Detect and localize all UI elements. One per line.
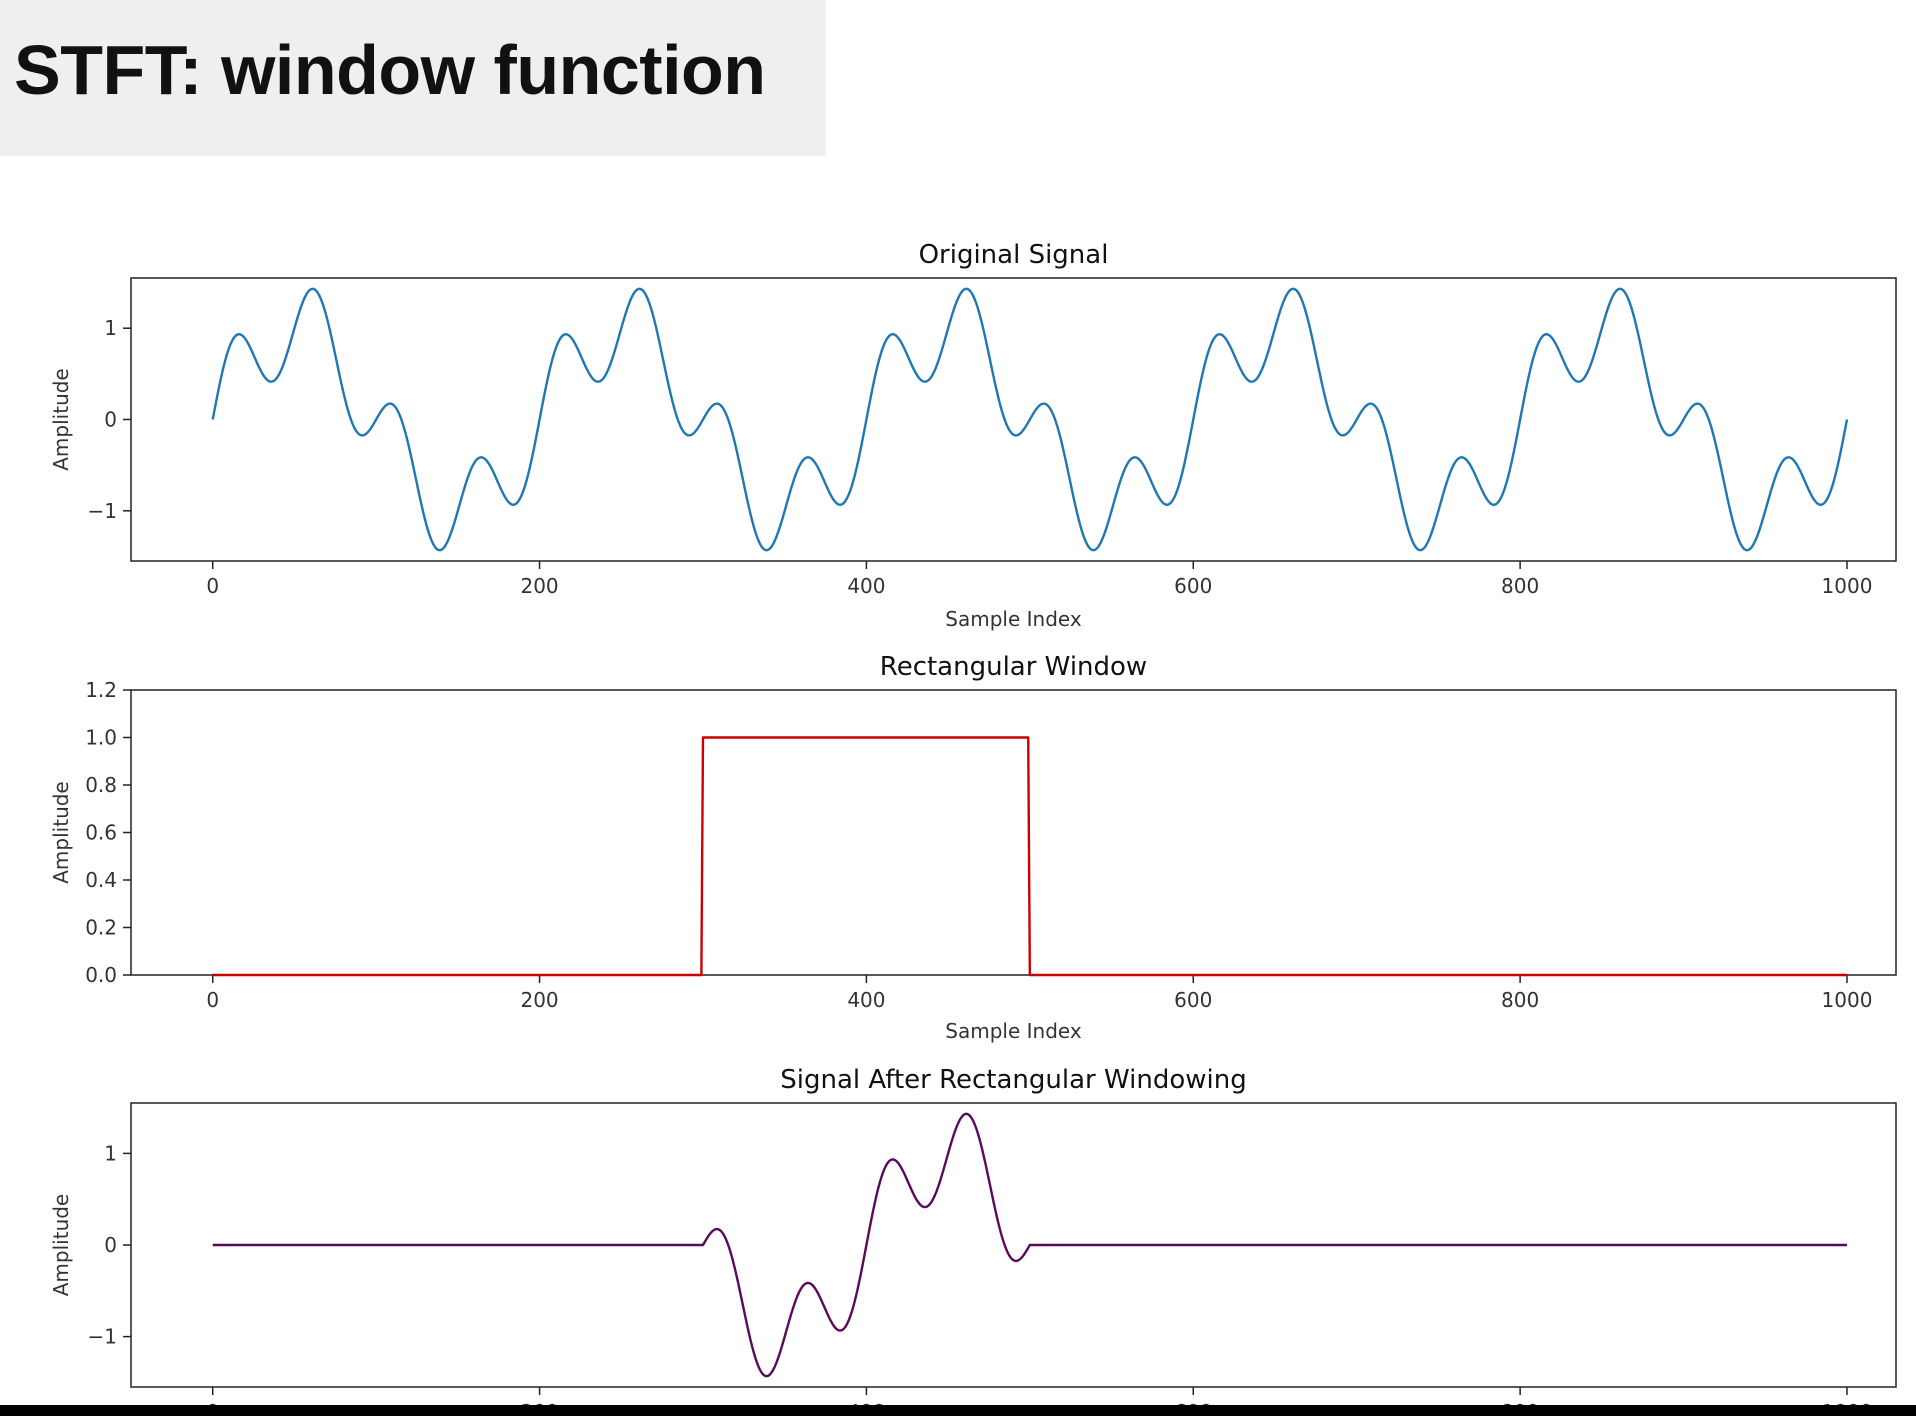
chart-1-ytick-label: 0: [104, 408, 117, 432]
chart-1-ytick-label: −1: [88, 499, 117, 523]
chart-2-ytick-label: 1.2: [85, 678, 117, 702]
chart-1-xtick-label: 200: [520, 574, 558, 598]
chart-1-xtick-label: 400: [847, 574, 885, 598]
chart-2-xtick-label: 0: [206, 988, 219, 1012]
chart-2-series-line: [212, 736, 1847, 977]
chart-1-xtick-label: 600: [1174, 574, 1212, 598]
chart-2-ytick-label: 0.2: [85, 916, 117, 940]
chart-2-xtick-label: 800: [1501, 988, 1539, 1012]
chart-2-ytick-label: 0.6: [85, 821, 117, 845]
chart-2-ytick-label: 0.0: [85, 963, 117, 987]
chart-1-ytick-label: 1: [104, 316, 117, 340]
chart-1-ylabel: Amplitude: [49, 368, 73, 471]
chart-3-ytick-label: 1: [104, 1141, 117, 1165]
chart-1-title: Original Signal: [919, 240, 1109, 270]
chart-3-title: Signal After Rectangular Windowing: [780, 1065, 1246, 1095]
chart-2-ytick-label: 0.4: [85, 868, 117, 892]
chart-2-ylabel: Amplitude: [49, 781, 73, 884]
slide-title-box: STFT: window function: [0, 0, 826, 156]
slide-title: STFT: window function: [14, 31, 766, 109]
chart-1-axes-frame: [130, 277, 1897, 562]
chart-1-xtick-label: 1000: [1822, 574, 1873, 598]
bottom-bar: [0, 1405, 1916, 1416]
chart-2-xlabel: Sample Index: [945, 1019, 1082, 1043]
chart-3-ytick-label: 0: [104, 1233, 117, 1257]
chart-2-ytick-label: 0.8: [85, 773, 117, 797]
chart-3-ytick-label: −1: [88, 1325, 117, 1349]
chart-3-series-line: [212, 1112, 1847, 1378]
chart-2-axes-frame: [130, 689, 1897, 976]
chart-2-title: Rectangular Window: [880, 652, 1147, 682]
chart-2-xtick-label: 200: [520, 988, 558, 1012]
chart-1-xtick-label: 0: [206, 574, 219, 598]
chart-2-xtick-label: 400: [847, 988, 885, 1012]
chart-2-xtick-label: 600: [1174, 988, 1212, 1012]
chart-1-xtick-label: 800: [1501, 574, 1539, 598]
chart-3-ylabel: Amplitude: [49, 1194, 73, 1297]
chart-2-ytick-label: 1.0: [85, 726, 117, 750]
chart-2-xtick-label: 1000: [1822, 988, 1873, 1012]
chart-1-series-line: [211, 287, 1849, 552]
chart-1-xlabel: Sample Index: [945, 607, 1082, 631]
